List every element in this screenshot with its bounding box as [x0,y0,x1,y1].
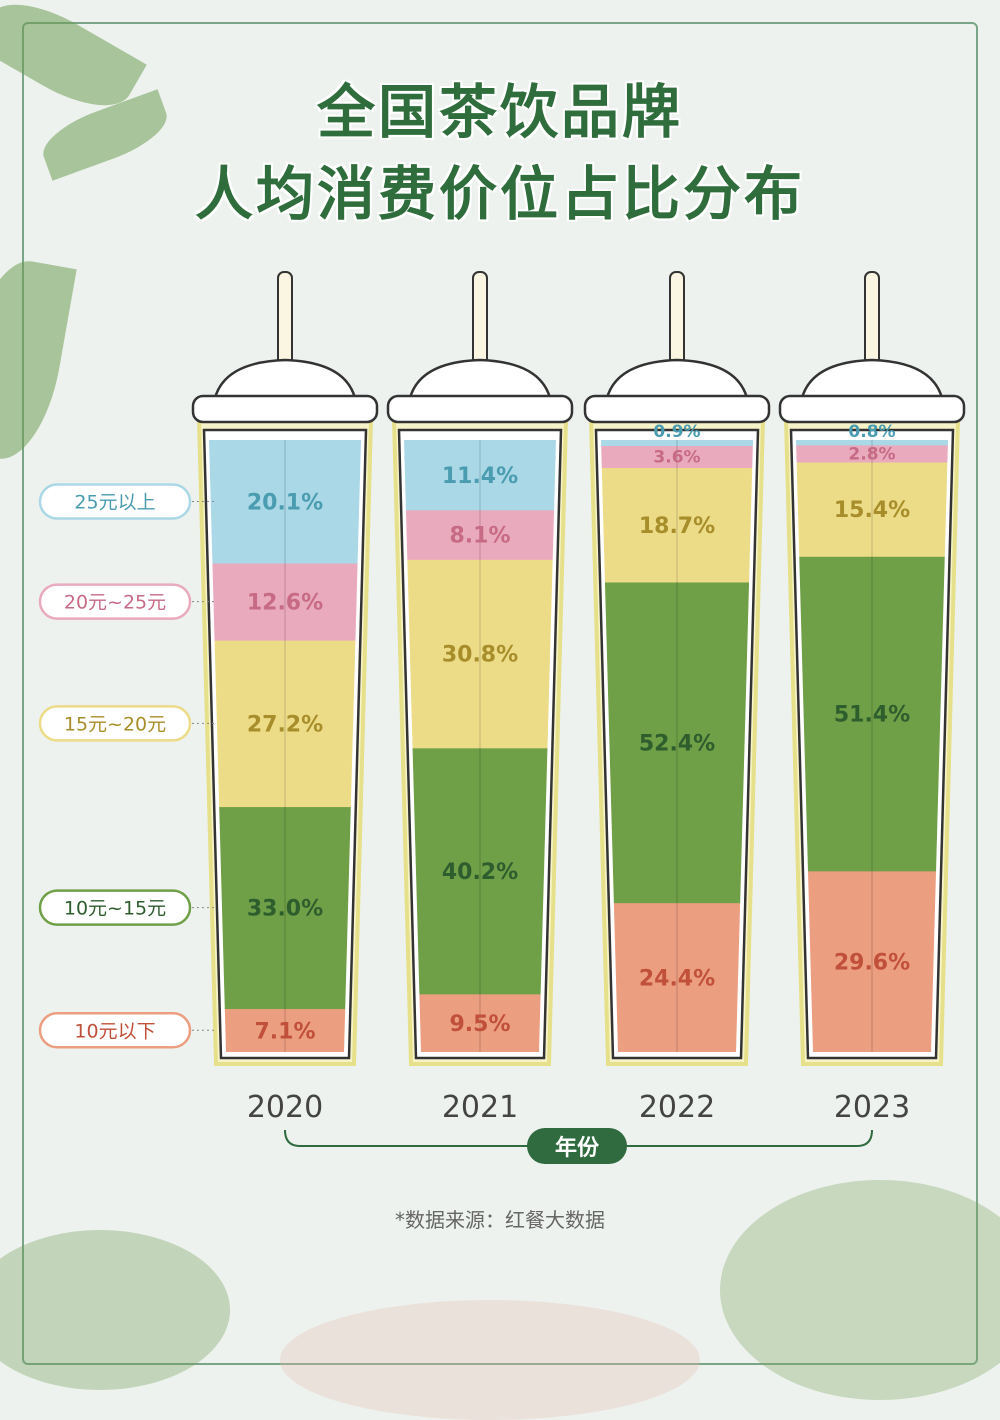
x-tick-label: 2023 [834,1090,910,1125]
data-label: 52.4% [639,731,715,756]
data-label: 33.0% [247,897,323,922]
foliage-decoration [720,1180,1000,1400]
cup-fill-2020 [209,440,361,1052]
x-axis-title-pill [527,1128,627,1164]
cup-lid-dome [213,358,357,400]
bar-segment [404,993,556,1052]
x-tick-label: 2020 [247,1090,323,1125]
foliage-decoration [0,1230,230,1390]
legend-label: 15元~20元 [64,713,166,735]
data-label: 24.4% [639,966,715,991]
legend-pill [38,583,192,620]
bar-segment [209,563,361,641]
legend-label: 20元~25元 [64,592,166,614]
data-label: 2.8% [848,444,895,464]
cup-fill-2021 [404,440,556,1052]
cup-fill-2022 [601,440,753,1052]
bar-segment [796,556,948,872]
legend-pill [38,889,192,926]
data-label: 0.9% [653,422,700,442]
data-label: 7.1% [254,1019,315,1044]
cup-lid-rim [191,394,379,424]
data-label: 51.4% [834,703,910,728]
data-label: 11.4% [442,464,518,489]
bar-segment [404,509,556,560]
x-axis-title: 年份 [555,1135,600,1161]
bar-segment [796,440,948,446]
bar-segment [601,902,753,1052]
data-label: 8.1% [449,524,510,549]
bar-segment [796,444,948,463]
data-label: 40.2% [442,860,518,885]
bar-segment [601,440,753,447]
cup-lid-dome [408,358,552,400]
data-label: 18.7% [639,514,715,539]
data-label: 0.8% [848,422,895,442]
bar-segment [601,581,753,904]
bar-segment [209,640,361,808]
legend-pill [38,705,192,742]
bar-segment [796,870,948,1052]
cup-lid-rim [583,394,771,424]
bar-segment [209,440,361,564]
data-label: 29.6% [834,950,910,975]
bar-segment [796,462,948,557]
bar-segment [404,440,556,511]
chart-title-line2: 人均消费价位占比分布 [194,160,805,228]
cup-lid-dome [800,358,944,400]
x-tick-label: 2022 [639,1090,715,1125]
legend-label: 10元~15元 [64,898,166,920]
data-label: 15.4% [834,498,910,523]
data-label: 3.6% [653,448,700,468]
legend-pill [38,1012,192,1049]
cup-lid-rim [778,394,966,424]
data-labels: 7.1% 33.0% 27.2% 12.6% 20.1% 9.5% 40.2% 30.8% 8.… [247,422,910,1044]
bar-segment [404,747,556,995]
bar-segment [601,467,753,583]
chart-title-line1: 全国茶饮品牌 [316,78,683,146]
bar-segment [404,559,556,749]
legend-label: 25元以上 [74,492,155,514]
data-label: 12.6% [247,591,323,616]
decorative-frame [22,22,978,1365]
data-label: 30.8% [442,643,518,668]
data-label: 9.5% [449,1012,510,1037]
stacked-cup-chart: 2020 2021 2022 2023 7.1% 33.0% 27.2% 12.6% 20.1%… [38,271,966,1164]
legend-pill [38,483,192,520]
bar-segment [601,445,753,469]
bar-segment [209,1008,361,1052]
x-tick-label: 2021 [442,1090,518,1125]
data-source-note: *数据来源：红餐大数据 [395,1208,605,1232]
bar-segment [209,806,361,1010]
data-label: 20.1% [247,491,323,516]
legend-label: 10元以下 [74,1020,155,1042]
cup-fill-2023 [796,440,948,1052]
cup-lid-dome [605,358,749,400]
data-label: 27.2% [247,712,323,737]
cup-lid-rim [386,394,574,424]
